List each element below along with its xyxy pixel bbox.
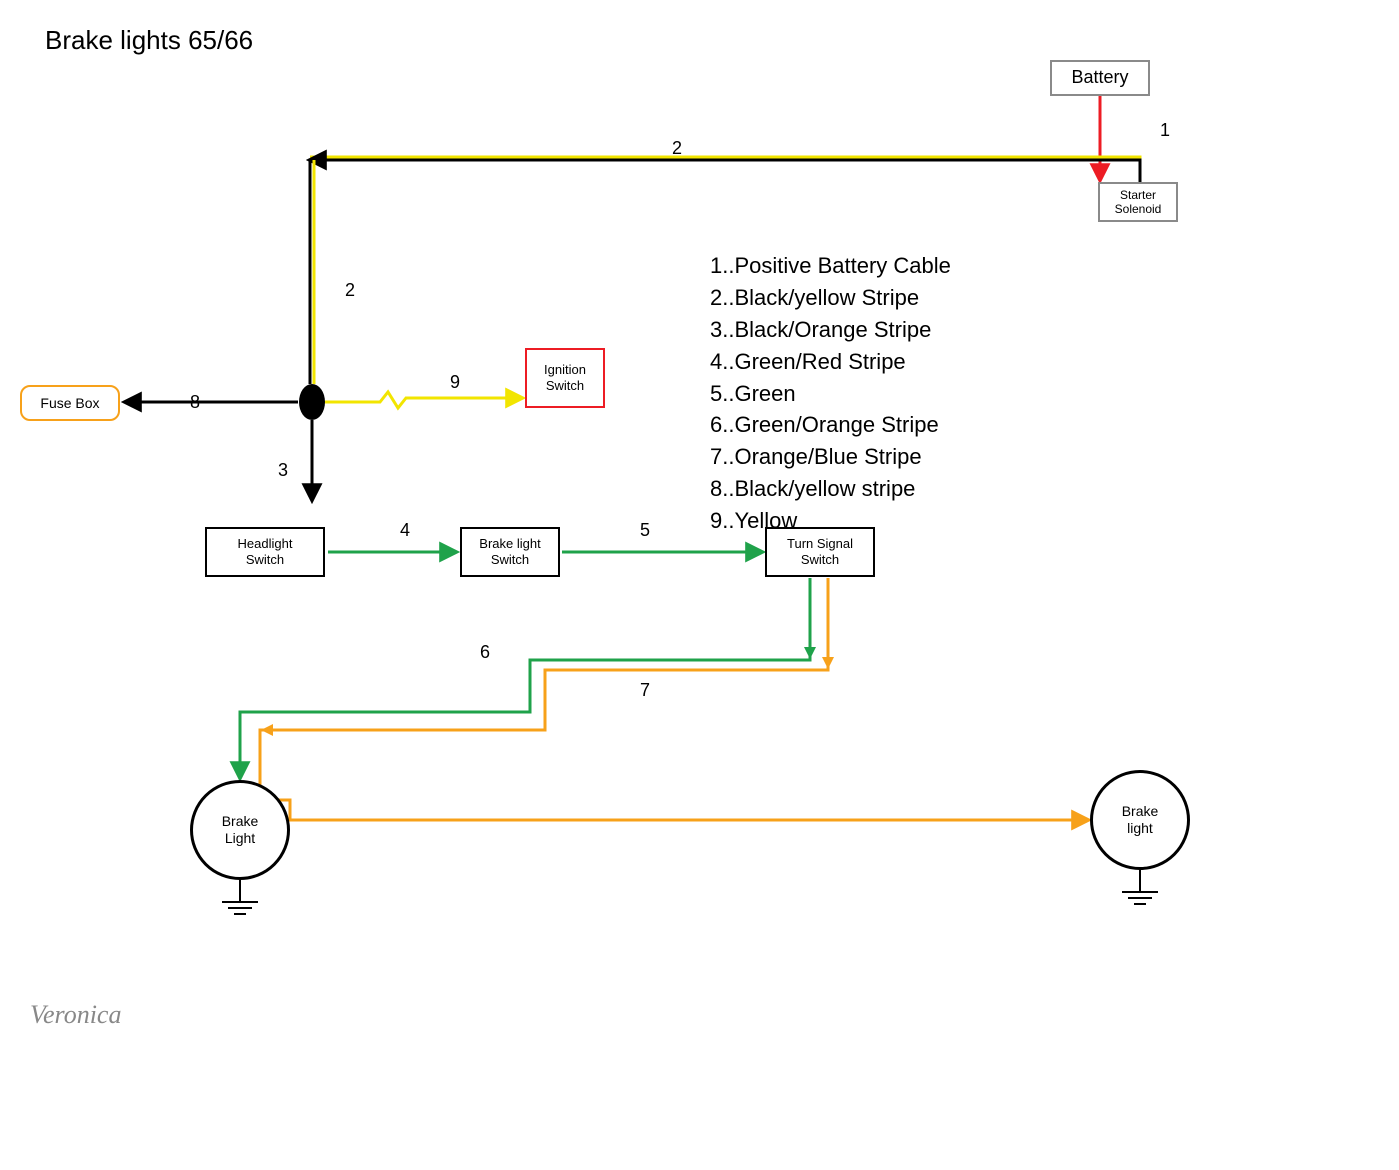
legend-item: 9..Yellow [710, 505, 951, 537]
wire-label-e9: 9 [450, 372, 460, 393]
wire-label-e6: 6 [480, 642, 490, 663]
headlight-switch-box: HeadlightSwitch [205, 527, 325, 577]
ground-symbol [1122, 870, 1158, 904]
wire-e9 [325, 392, 522, 408]
fuse-box: Fuse Box [20, 385, 120, 421]
ground-symbol [222, 880, 258, 914]
legend-item: 6..Green/Orange Stripe [710, 409, 951, 441]
wire-label-e5: 5 [640, 520, 650, 541]
legend-item: 5..Green [710, 378, 951, 410]
legend: 1..Positive Battery Cable2..Black/yellow… [710, 250, 951, 537]
diagram-canvas: Brake lights 65/66 Battery StarterSoleno… [0, 0, 1399, 1170]
wire-e6 [240, 578, 810, 778]
wire-e2a [310, 160, 1140, 182]
brake-light-right: Brakelight [1090, 770, 1190, 870]
legend-item: 2..Black/yellow Stripe [710, 282, 951, 314]
wire-e2a-stripe [310, 157, 1140, 179]
battery-box: Battery [1050, 60, 1150, 96]
wire-label-e4: 4 [400, 520, 410, 541]
legend-item: 7..Orange/Blue Stripe [710, 441, 951, 473]
wire-e6-midarrow [804, 647, 816, 659]
wire-label-e2b: 2 [345, 280, 355, 301]
brake-light-left: BrakeLight [190, 780, 290, 880]
wire-label-e2a: 2 [672, 138, 682, 159]
wire-e7 [260, 578, 1088, 820]
diagram-title: Brake lights 65/66 [45, 25, 253, 56]
signature: Veronica [30, 1000, 121, 1030]
wire-e7-midarrow [822, 657, 834, 669]
legend-item: 3..Black/Orange Stripe [710, 314, 951, 346]
wire-label-e3: 3 [278, 460, 288, 481]
wire-e7-midarrow [261, 724, 273, 736]
wire-label-e1: 1 [1160, 120, 1170, 141]
legend-item: 1..Positive Battery Cable [710, 250, 951, 282]
brake-light-switch-box: Brake lightSwitch [460, 527, 560, 577]
wiring-layer [0, 0, 1399, 1170]
legend-item: 8..Black/yellow stripe [710, 473, 951, 505]
starter-solenoid-box: StarterSolenoid [1098, 182, 1178, 222]
wire-label-e7: 7 [640, 680, 650, 701]
ignition-switch-box: IgnitionSwitch [525, 348, 605, 408]
wire-label-e8: 8 [190, 392, 200, 413]
junction-node [299, 384, 325, 420]
legend-item: 4..Green/Red Stripe [710, 346, 951, 378]
